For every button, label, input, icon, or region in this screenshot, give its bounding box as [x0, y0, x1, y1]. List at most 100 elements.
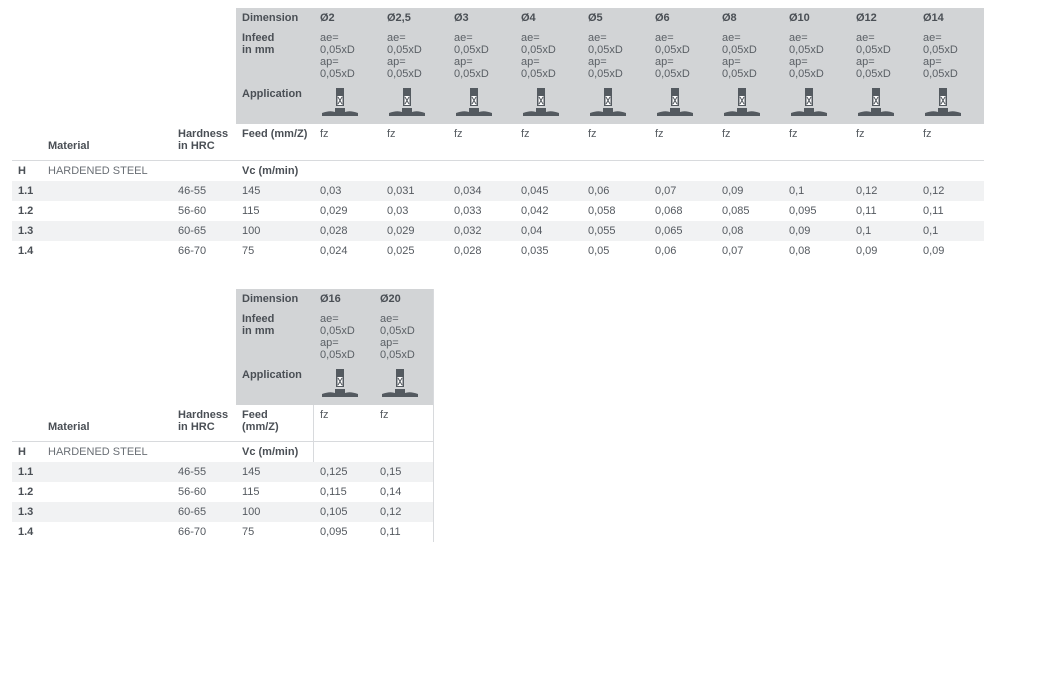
header-infeed-values: ae= 0,05xD ap= 0,05xD — [448, 28, 515, 84]
row-id: 1.4 — [12, 522, 42, 542]
row-vc: 115 — [236, 201, 314, 221]
row-fz-value: 0,035 — [515, 241, 582, 261]
spacer — [172, 309, 236, 365]
row-fz-value: 0,09 — [850, 241, 917, 261]
row-hardness: 60-65 — [172, 502, 236, 522]
row-material — [42, 181, 172, 201]
row-fz-value: 0,1 — [917, 221, 984, 241]
row-material — [42, 502, 172, 522]
header-diameter: Ø5 — [582, 8, 649, 28]
row-fz-value: 0,11 — [850, 201, 917, 221]
row-id: 1.2 — [12, 482, 42, 502]
spacer — [12, 28, 42, 84]
milling-application-icon — [722, 88, 762, 120]
row-id: 1.1 — [12, 181, 42, 201]
row-fz-value: 0,095 — [314, 522, 374, 542]
header-application: Application — [236, 365, 314, 405]
row-id: 1.1 — [12, 462, 42, 482]
header-application-icon — [783, 84, 850, 124]
spacer — [448, 160, 515, 181]
milling-application-icon — [521, 88, 561, 120]
row-fz-value: 0,09 — [783, 221, 850, 241]
header-application-icon — [314, 84, 381, 124]
row-fz-value: 0,055 — [582, 221, 649, 241]
spacer — [12, 309, 42, 365]
spacer — [12, 365, 42, 405]
header-application-icon — [448, 84, 515, 124]
spacer — [917, 160, 984, 181]
milling-application-icon — [923, 88, 963, 120]
spacer — [42, 309, 172, 365]
header-dimension: Dimension — [236, 8, 314, 28]
header-feed: Feed (mm/Z) — [236, 405, 314, 441]
row-fz-value: 0,028 — [448, 241, 515, 261]
header-application-icon — [917, 84, 984, 124]
milling-application-icon — [320, 88, 360, 120]
row-fz-value: 0,09 — [917, 241, 984, 261]
row-hardness: 66-70 — [172, 241, 236, 261]
milling-application-icon — [588, 88, 628, 120]
header-infeed-values: ae= 0,05xD ap= 0,05xD — [381, 28, 448, 84]
section-code: H — [18, 165, 26, 177]
row-fz-value: 0,033 — [448, 201, 515, 221]
row-fz-value: 0,1 — [783, 181, 850, 201]
row-fz-value: 0,07 — [716, 241, 783, 261]
row-fz-value: 0,08 — [783, 241, 850, 261]
spacer — [42, 84, 172, 124]
milling-application-icon — [320, 369, 360, 401]
spacer — [314, 441, 374, 462]
spacer — [172, 28, 236, 84]
row-hardness: 60-65 — [172, 221, 236, 241]
header-fz: fz — [314, 124, 381, 160]
spacer — [515, 160, 582, 181]
header-material: Material — [42, 136, 172, 160]
row-vc: 145 — [236, 181, 314, 201]
header-fz: fz — [381, 124, 448, 160]
section-name: HARDENED STEEL — [48, 446, 148, 458]
spacer — [12, 84, 42, 124]
row-fz-value: 0,11 — [917, 201, 984, 221]
row-id: 1.3 — [12, 502, 42, 522]
spacer — [850, 160, 917, 181]
spacer — [582, 160, 649, 181]
header-application-icon — [649, 84, 716, 124]
spacer — [314, 160, 381, 181]
row-fz-value: 0,09 — [716, 181, 783, 201]
row-fz-value: 0,03 — [381, 201, 448, 221]
spacer — [12, 289, 42, 309]
row-fz-value: 0,05 — [582, 241, 649, 261]
row-fz-value: 0,045 — [515, 181, 582, 201]
spacer — [381, 160, 448, 181]
row-fz-value: 0,06 — [582, 181, 649, 201]
header-infeed-values: ae= 0,05xD ap= 0,05xD — [917, 28, 984, 84]
row-material — [42, 522, 172, 542]
header-application-icon — [515, 84, 582, 124]
cutting-data-table-1: Dimension Ø2Ø2,5Ø3Ø4Ø5Ø6Ø8Ø10Ø12Ø14 Infe… — [12, 8, 1048, 261]
header-infeed-values: ae= 0,05xD ap= 0,05xD — [649, 28, 716, 84]
header-infeed-values: ae= 0,05xD ap= 0,05xD — [582, 28, 649, 84]
header-application-icon — [850, 84, 917, 124]
row-fz-value: 0,14 — [374, 482, 434, 502]
row-fz-value: 0,12 — [374, 502, 434, 522]
header-infeed-values: ae= 0,05xD ap= 0,05xD — [850, 28, 917, 84]
header-diameter: Ø8 — [716, 8, 783, 28]
row-fz-value: 0,06 — [649, 241, 716, 261]
row-fz-value: 0,03 — [314, 181, 381, 201]
header-diameter: Ø3 — [448, 8, 515, 28]
spacer — [42, 28, 172, 84]
header-infeed: Infeed in mm — [236, 309, 314, 365]
row-vc: 75 — [236, 241, 314, 261]
header-infeed-values: ae= 0,05xD ap= 0,05xD — [716, 28, 783, 84]
header-fz: fz — [783, 124, 850, 160]
row-vc: 100 — [236, 221, 314, 241]
row-vc: 145 — [236, 462, 314, 482]
header-diameter: Ø16 — [314, 289, 374, 309]
header-diameter: Ø6 — [649, 8, 716, 28]
row-fz-value: 0,15 — [374, 462, 434, 482]
header-hardness: Hardness in HRC — [172, 124, 236, 160]
spacer — [42, 289, 172, 309]
cutting-data-table-2: Dimension Ø16Ø20 Infeed in mm ae= 0,05xD… — [12, 289, 1048, 542]
spacer — [172, 160, 236, 181]
row-fz-value: 0,031 — [381, 181, 448, 201]
row-material — [42, 482, 172, 502]
